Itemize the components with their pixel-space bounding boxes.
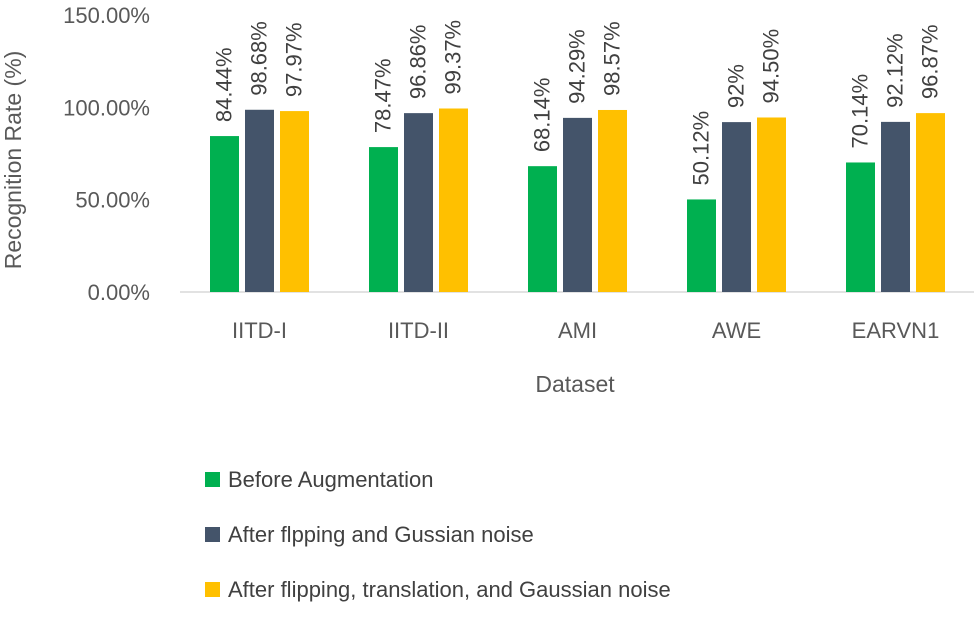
- data-label: 92.12%: [883, 33, 908, 108]
- bar: [722, 122, 751, 293]
- y-tick-label: 150.00%: [63, 3, 150, 28]
- y-tick-label: 100.00%: [63, 95, 150, 120]
- data-label: 50.12%: [689, 111, 714, 186]
- category-label: EARVN1: [852, 318, 940, 343]
- y-tick-label: 0.00%: [88, 280, 150, 305]
- x-axis-title: Dataset: [535, 371, 615, 397]
- bar: [687, 199, 716, 292]
- bar: [881, 121, 910, 292]
- legend-label: After flipping, translation, and Gaussia…: [228, 576, 671, 602]
- category-label: AWE: [712, 318, 761, 343]
- bars-group: [210, 108, 945, 293]
- bar: [439, 108, 468, 292]
- category-label: AMI: [558, 318, 597, 343]
- bar: [280, 111, 309, 293]
- legend-swatch-green: [205, 472, 220, 487]
- bar: [846, 162, 875, 292]
- legend-item-flip-translate-noise: After flipping, translation, and Gaussia…: [205, 562, 671, 617]
- legend-swatch-navy: [205, 527, 220, 542]
- bar: [757, 117, 786, 293]
- bar: [528, 166, 557, 292]
- bar: [404, 113, 433, 292]
- data-label: 96.86%: [406, 25, 431, 100]
- bar-chart: 0.00% 50.00% 100.00% 150.00% 84.44% 98.68% 97…: [0, 3, 974, 397]
- category-label: IITD-II: [388, 318, 449, 343]
- data-label: 98.68%: [247, 21, 272, 96]
- data-label: 70.14%: [848, 74, 873, 149]
- data-label: 94.29%: [565, 29, 590, 104]
- legend-swatch-gold: [205, 582, 220, 597]
- data-label: 94.50%: [759, 29, 784, 104]
- bar: [210, 136, 239, 292]
- data-label: 92%: [724, 64, 749, 108]
- bar: [245, 109, 274, 292]
- legend-item-flip-noise: After flpping and Gussian noise: [205, 507, 671, 562]
- legend: Before Augmentation After flpping and Gu…: [205, 452, 671, 617]
- category-labels-group: IITD-I IITD-II AMI AWE EARVN1: [232, 318, 939, 343]
- bar: [563, 117, 592, 292]
- bar: [916, 113, 945, 292]
- legend-label: Before Augmentation: [228, 466, 434, 492]
- legend-item-before: Before Augmentation: [205, 452, 671, 507]
- data-label: 99.37%: [441, 20, 466, 95]
- bar: [598, 109, 627, 293]
- data-label: 96.87%: [918, 24, 943, 99]
- y-tick-label: 50.00%: [75, 188, 150, 213]
- y-axis-ticks: 0.00% 50.00% 100.00% 150.00%: [63, 3, 150, 305]
- data-label: 68.14%: [530, 78, 555, 153]
- y-axis-title: Recognition Rate (%): [0, 51, 26, 270]
- bar: [369, 147, 398, 292]
- data-labels-group: 84.44% 98.68% 97.97% 78.47% 96.86% 99.37% 68.1…: [212, 20, 943, 186]
- legend-label: After flpping and Gussian noise: [228, 521, 534, 547]
- category-label: IITD-I: [232, 318, 287, 343]
- data-label: 98.57%: [600, 21, 625, 96]
- data-label: 78.47%: [371, 58, 396, 133]
- data-label: 97.97%: [282, 22, 307, 97]
- data-label: 84.44%: [212, 47, 237, 122]
